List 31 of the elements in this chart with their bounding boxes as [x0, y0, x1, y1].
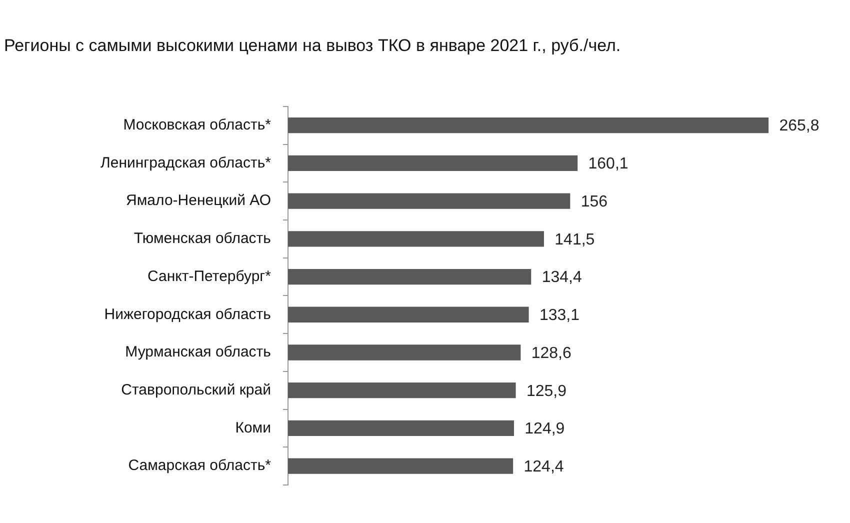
y-tick-label: Самарская область*: [128, 457, 272, 474]
data-label: 156: [580, 193, 608, 210]
bar: [288, 420, 514, 436]
bar: [288, 118, 769, 134]
bar: [288, 231, 544, 247]
y-tick-label: Ленинградская область*: [100, 154, 272, 172]
bar: [288, 155, 578, 172]
data-label: 124,4: [524, 458, 564, 476]
bar: [288, 268, 532, 285]
data-label: 128,6: [531, 344, 572, 362]
y-tick-label: Мурманская область: [125, 344, 272, 361]
y-tick-label: Нижегородская область: [104, 306, 272, 323]
y-tick-label: Московская область*: [123, 116, 272, 134]
bar: [288, 458, 514, 474]
bar: [288, 382, 516, 398]
chart-title: Регионы с самыми высокими ценами на вывоз ТКО в январе 2021 г., руб./чел.: [4, 36, 621, 55]
data-label: 133,1: [539, 307, 580, 324]
data-label: 265,8: [779, 118, 820, 135]
y-tick-label: Санкт-Петербург*: [148, 268, 272, 285]
y-tick-label: Коми: [235, 419, 271, 436]
data-label: 125,9: [526, 382, 567, 400]
bar: [288, 193, 570, 209]
y-tick-label: Ямало-Ненецкий АО: [126, 192, 271, 210]
data-label: 124,9: [524, 420, 565, 438]
bar: [288, 306, 529, 322]
bar: [288, 344, 521, 360]
data-label: 141,5: [554, 231, 595, 248]
y-tick-label: Ставропольский край: [121, 381, 271, 398]
data-label: 134,4: [542, 269, 582, 286]
y-tick-label: Тюменская область: [134, 230, 272, 248]
data-label: 160,1: [588, 156, 628, 173]
